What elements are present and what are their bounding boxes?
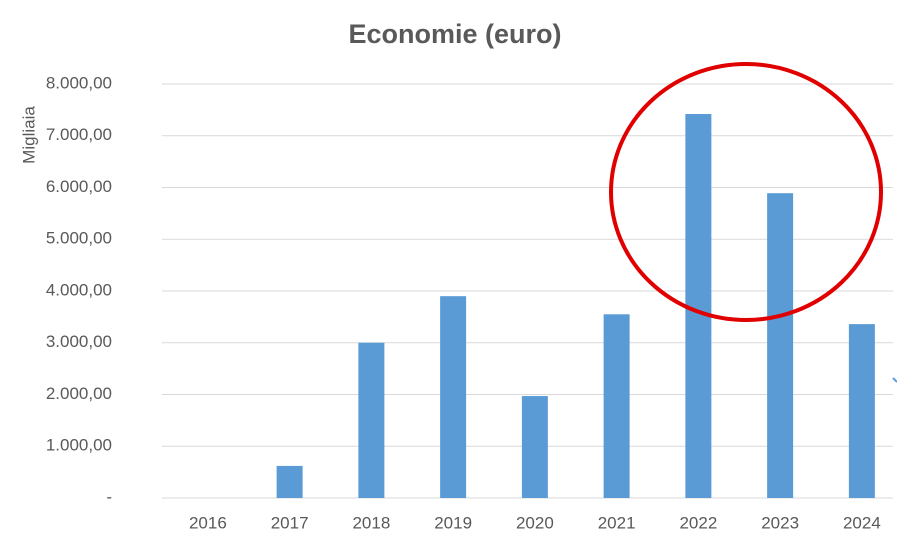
- bar: [521, 396, 548, 498]
- x-tick-label: 2022: [679, 513, 717, 532]
- y-tick-label: 7.000,00: [46, 125, 112, 144]
- y-axis-label: Migliaia: [19, 106, 38, 164]
- x-tick-label: 2017: [271, 513, 309, 532]
- x-tick-label: 2023: [761, 513, 799, 532]
- bar: [358, 342, 385, 498]
- y-tick-label: 6.000,00: [46, 177, 112, 196]
- x-tick-label: 2016: [189, 513, 227, 532]
- edge-mark: [892, 377, 897, 383]
- y-tick-label: -: [106, 487, 112, 506]
- bar: [440, 296, 467, 498]
- y-tick-label: 4.000,00: [46, 280, 112, 299]
- bar: [767, 193, 794, 498]
- bar: [685, 114, 712, 498]
- y-tick-label: 3.000,00: [46, 332, 112, 351]
- y-tick-label: 1.000,00: [46, 436, 112, 455]
- bar: [848, 324, 875, 498]
- highlight-circle: [609, 62, 883, 322]
- chart-title: Economie (euro): [348, 19, 561, 49]
- y-tick-label: 2.000,00: [46, 384, 112, 403]
- bar: [276, 465, 303, 498]
- x-tick-label: 2021: [598, 513, 636, 532]
- bar: [603, 314, 630, 498]
- x-tick-label: 2020: [516, 513, 554, 532]
- x-tick-label: 2024: [843, 513, 881, 532]
- y-tick-label: 5.000,00: [46, 229, 112, 248]
- y-tick-label: 8.000,00: [46, 73, 112, 92]
- x-tick-label: 2019: [434, 513, 472, 532]
- x-tick-label: 2018: [352, 513, 390, 532]
